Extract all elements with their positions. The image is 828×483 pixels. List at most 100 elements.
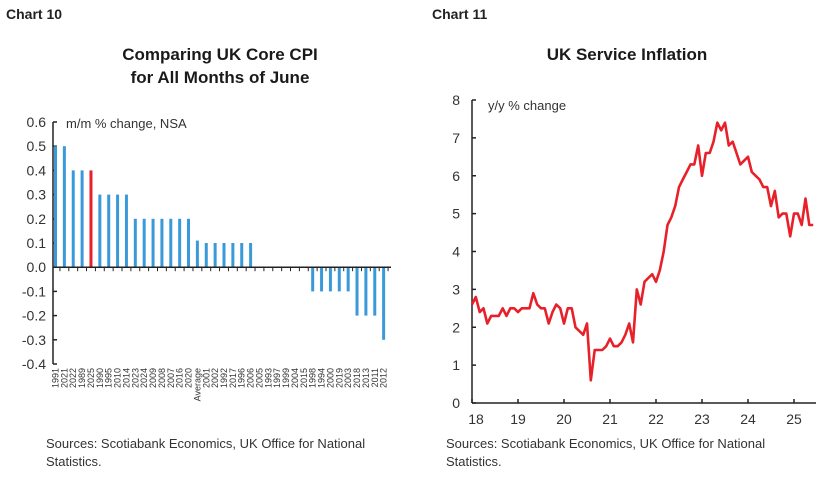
chart-10-x-tick-label: 2010: [113, 368, 123, 388]
chart-10-y-tick-label: -0.4: [22, 356, 46, 372]
chart-10-x-tick-label: 2018: [352, 368, 362, 388]
chart-10-x-tick-label: 1997: [272, 368, 282, 388]
chart-10-bar: [240, 243, 244, 268]
chart-10-x-tick-label: 2016: [175, 368, 185, 388]
chart-10-bar: [213, 243, 217, 268]
chart-10-x-tick-label: 2020: [184, 368, 194, 388]
chart-10-x-tick-label: Average: [192, 368, 202, 401]
chart-10-x-tick-label: 2008: [157, 368, 167, 388]
chart-10-x-tick-label: 1996: [237, 368, 247, 388]
chart-10-bar: [160, 218, 164, 268]
chart-10-x-tick-label: 2017: [228, 368, 238, 388]
chart-11-x-tick-label: 18: [468, 411, 484, 427]
chart-10-y-tick-label: -0.3: [22, 332, 46, 348]
chart-10-x-tick-label: 2003: [343, 368, 353, 388]
chart-10-bar: [355, 267, 359, 316]
chart-11-title: UK Service Inflation: [546, 45, 708, 64]
chart-11-x-tick-label: 24: [740, 411, 756, 427]
chart-10-bar: [328, 267, 332, 292]
chart-10-bar: [151, 218, 155, 268]
chart-10-y-tick-label: 0.4: [27, 162, 47, 178]
chart-10-y-axis-label: m/m % change, NSA: [66, 116, 187, 131]
chart-10-x-tick-label: 1990: [95, 368, 105, 388]
chart-10-y-tick-label: 0.3: [27, 187, 47, 203]
chart-10-source: Sources: Scotiabank Economics, UK Office…: [46, 436, 366, 469]
chart-10-x-tick-label: 2013: [361, 368, 371, 388]
chart-10-x-tick-label: 2025: [86, 368, 96, 388]
chart-10-x-tick-label: 2009: [148, 368, 158, 388]
chart-10-bar: [222, 243, 226, 268]
chart-11-x-tick-label: 23: [694, 411, 710, 427]
chart-10-bar: [107, 194, 111, 268]
chart-10-x-tick-label: 1999: [281, 368, 291, 388]
chart-10-bar: [364, 267, 368, 316]
chart-10-x-tick-label: 1991: [51, 368, 61, 388]
chart-11-x-tick-label: 20: [556, 411, 572, 427]
chart-11-y-tick-label: 5: [452, 206, 460, 222]
chart-11-source: Sources: Scotiabank Economics, UK Office…: [446, 436, 766, 469]
chart-10-bar: [231, 243, 235, 268]
chart-10-bar: [116, 194, 120, 268]
chart-10-x-tick-label: 2011: [370, 368, 380, 387]
chart-11-y-tick-label: 4: [452, 244, 460, 260]
chart-10-bar: [89, 170, 93, 268]
chart-10-title-line-2: for All Months of June: [130, 68, 310, 87]
chart-10-x-tick-label: 2001: [201, 368, 211, 388]
chart-10-bar: [204, 243, 208, 268]
chart-10-bar: [249, 243, 253, 268]
chart-11-x-tick-label: 19: [510, 411, 526, 427]
chart-10-y-tick-label: 0.0: [27, 259, 47, 275]
chart-11-label: Chart 11: [432, 6, 488, 22]
chart-10-x-tick-label: 2007: [166, 368, 176, 388]
chart-10-label: Chart 10: [6, 6, 63, 22]
chart-10-x-tick-label: 2006: [246, 368, 256, 388]
chart-11-x-tick-label: 25: [786, 411, 802, 427]
chart-10-y-tick-label: 0.5: [27, 138, 47, 154]
chart-10-bar: [373, 267, 377, 316]
chart-10-y-tick-label: 0.2: [27, 211, 47, 227]
chart-10-bar: [346, 267, 350, 292]
chart-10-bar: [124, 194, 128, 268]
chart-11-y-tick-label: 2: [452, 319, 460, 335]
chart-10-x-tick-label: 1993: [263, 368, 273, 388]
chart-10-bar: [382, 267, 386, 340]
chart-11-y-tick-label: 3: [452, 281, 460, 297]
chart-11-y-tick-label: 0: [452, 395, 460, 411]
chart-10-x-tick-label: 1995: [104, 368, 114, 388]
chart-10-bar: [187, 218, 191, 268]
chart-10-bar: [169, 218, 173, 268]
chart-10-bar: [320, 267, 324, 292]
chart-10-x-tick-label: 1992: [219, 368, 229, 388]
chart-10-x-tick-label: 2004: [290, 368, 300, 388]
chart-10-bar: [133, 218, 137, 268]
chart-10-x-tick-label: 2021: [59, 368, 69, 388]
chart-10-x-tick-label: 2005: [254, 368, 264, 388]
chart-11-x-tick-label: 21: [602, 411, 618, 427]
chart-10-y-tick-label: 0.1: [27, 235, 47, 251]
chart-10-bar: [98, 194, 102, 268]
chart-11-y-tick-label: 6: [452, 168, 460, 184]
chart-11-y-tick-label: 7: [452, 130, 460, 146]
chart-10-x-tick-label: 2024: [139, 368, 149, 388]
chart-11-y-tick-label: 8: [452, 92, 460, 108]
chart-10-y-tick-label: -0.1: [22, 283, 46, 299]
chart-10-bar: [80, 170, 84, 268]
chart-10-y-tick-label: 0.6: [27, 114, 47, 130]
chart-10-bar: [337, 267, 341, 292]
chart-10-x-tick-label: 2022: [68, 368, 78, 388]
chart-10-bar: [311, 267, 315, 292]
chart-10-x-tick-label: 2000: [325, 368, 335, 388]
chart-11-x-tick-label: 22: [648, 411, 664, 427]
chart-10-x-tick-label: 1994: [317, 368, 327, 388]
chart-10-bar: [178, 218, 182, 268]
chart-10-y-tick-label: -0.2: [22, 308, 46, 324]
chart-10-x-tick-label: 2002: [210, 368, 220, 388]
chart-10-bar: [71, 170, 75, 268]
chart-10-bar: [62, 146, 66, 268]
chart-10-x-tick-label: 2023: [130, 368, 140, 388]
chart-10-x-tick-label: 1998: [308, 368, 318, 388]
chart-10-x-tick-label: 2019: [334, 368, 344, 388]
chart-11-y-axis-label: y/y % change: [488, 98, 566, 113]
chart-10-x-tick-label: 2015: [299, 368, 309, 388]
